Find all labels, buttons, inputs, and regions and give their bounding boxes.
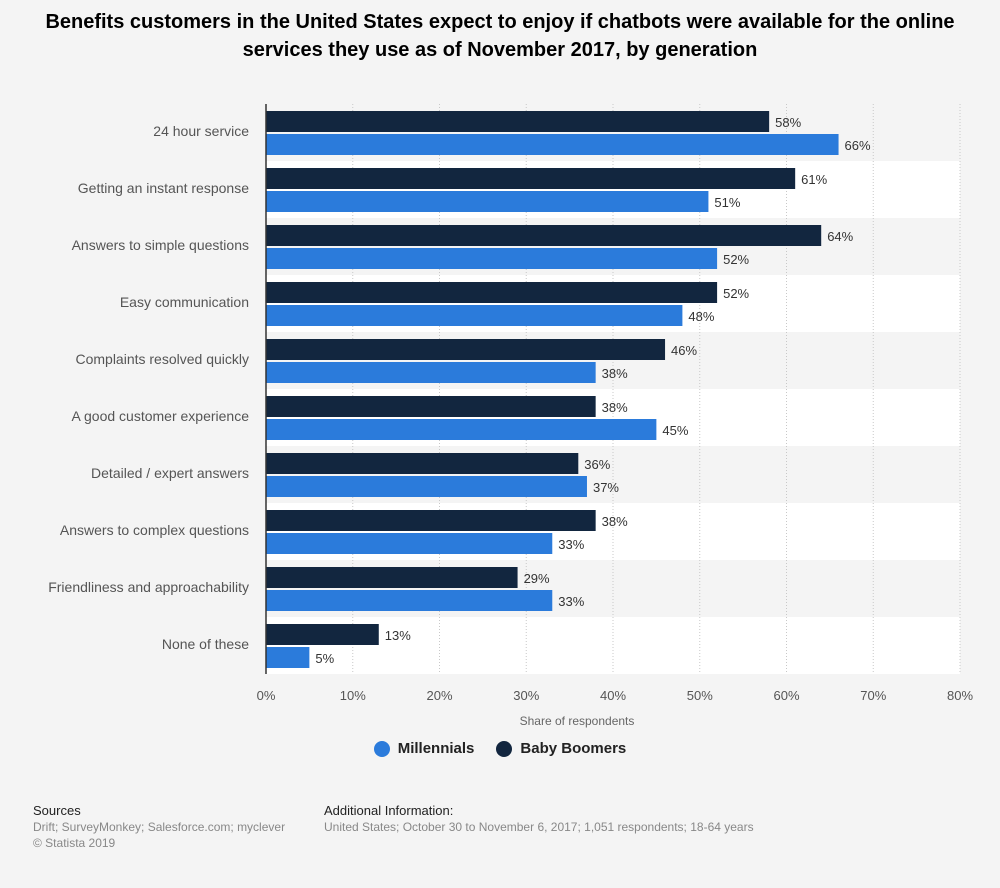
bar-baby-boomers [266,453,579,474]
x-tick-label: 50% [687,688,713,703]
data-label: 46% [671,343,697,358]
legend-item-baby-boomers[interactable]: Baby Boomers [496,740,626,757]
legend-dot-millennials [373,740,390,757]
data-label: 45% [662,423,688,438]
x-tick-label: 80% [947,688,973,703]
data-label: 38% [602,514,628,529]
category-label: Complaints resolved quickly [75,351,249,367]
bar-millennials [266,305,683,326]
info-text: United States; October 30 to November 6,… [324,820,754,834]
bar-millennials [266,590,553,611]
category-label: Detailed / expert answers [91,465,249,481]
bar-baby-boomers [266,282,718,303]
category-label: None of these [162,636,249,652]
bar-baby-boomers [266,111,770,132]
data-label: 66% [845,138,871,153]
data-label: 33% [558,537,584,552]
category-label: Getting an instant response [78,180,249,196]
legend-item-millennials[interactable]: Millennials [373,740,475,757]
info-heading: Additional Information: [324,803,454,818]
bar-millennials [266,419,657,440]
data-label: 51% [714,195,740,210]
x-tick-label: 40% [600,688,626,703]
footer-sources: Sources Drift; SurveyMonkey; Salesforce.… [33,803,285,851]
chart-title: Benefits customers in the United States … [45,11,955,61]
bar-millennials [266,647,310,668]
bar-millennials [266,476,587,497]
x-tick-label: 60% [773,688,799,703]
data-label: 52% [723,286,749,301]
bar-baby-boomers [266,567,518,588]
x-tick-label: 10% [340,688,366,703]
legend-dot-baby-boomers [496,740,513,757]
data-label: 13% [385,628,411,643]
data-label: 58% [775,115,801,130]
legend-label-baby-boomers: Baby Boomers [520,740,627,757]
bar-baby-boomers [266,339,666,360]
category-label: A good customer experience [72,408,250,424]
bar-millennials [266,134,839,155]
data-label: 29% [524,571,550,586]
data-label: 64% [827,229,853,244]
bar-millennials [266,362,596,383]
bar-baby-boomers [266,624,379,645]
data-label: 38% [602,366,628,381]
data-label: 36% [584,457,610,472]
category-label: Answers to simple questions [72,237,249,253]
category-label: 24 hour service [153,123,249,139]
bar-baby-boomers [266,396,596,417]
data-label: 5% [315,651,334,666]
legend-label-millennials: Millennials [397,740,475,757]
x-tick-label: 0% [257,688,276,703]
data-label: 61% [801,172,827,187]
copyright-text: © Statista 2019 [33,836,116,850]
category-label: Easy communication [120,294,249,310]
data-label: 33% [558,594,584,609]
data-label: 37% [593,480,619,495]
x-axis-title: Share of respondents [520,714,635,728]
category-label: Answers to complex questions [60,522,249,538]
bar-baby-boomers [266,225,822,246]
data-label: 48% [688,309,714,324]
sources-text: Drift; SurveyMonkey; Salesforce.com; myc… [33,820,286,834]
x-tick-label: 20% [426,688,452,703]
chart-legend: Millennials Baby Boomers [0,740,1000,757]
data-label: 38% [602,400,628,415]
bar-baby-boomers [266,510,596,531]
bar-chart: 0% 10% 20% 30% 40% 50% 60% 70% 80% Share of respo… [48,104,973,728]
category-label: Friendliness and approachability [48,579,249,595]
bar-baby-boomers [266,168,796,189]
x-tick-label: 30% [513,688,539,703]
x-tick-label: 70% [860,688,886,703]
bar-millennials [266,533,553,554]
sources-heading: Sources [33,803,81,818]
bar-millennials [266,191,709,212]
bar-millennials [266,248,718,269]
data-label: 52% [723,252,749,267]
footer-additional-info: Additional Information: United States; O… [324,803,754,835]
